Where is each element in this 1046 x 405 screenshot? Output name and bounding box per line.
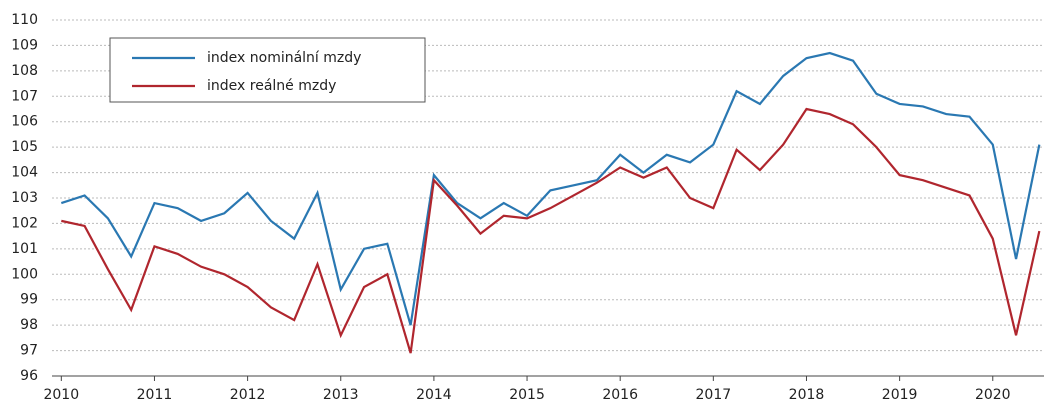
x-tick-label: 2011: [137, 387, 173, 403]
x-tick-label: 2020: [975, 387, 1011, 403]
y-tick-label: 103: [11, 190, 38, 206]
line-series: [60, 51, 1041, 326]
legend-label: index reálné mzdy: [207, 78, 336, 94]
y-tick-label: 99: [20, 292, 38, 308]
x-tick-label: 2017: [696, 387, 732, 403]
line-series: [61, 107, 1041, 354]
y-tick-label: 109: [11, 37, 38, 53]
y-tick-label: 108: [11, 63, 38, 79]
x-tick-label: 2016: [602, 387, 638, 403]
x-tick-label: 2015: [509, 387, 545, 403]
y-tick-label: 98: [20, 317, 38, 333]
y-tick-label: 96: [20, 368, 38, 384]
y-tick-label: 105: [11, 139, 38, 155]
y-tick-label: 110: [11, 12, 38, 28]
y-tick-label: 97: [20, 343, 38, 359]
y-tick-label: 102: [11, 215, 38, 231]
x-tick-label: 2018: [789, 387, 825, 403]
y-tick-label: 106: [11, 114, 38, 130]
legend-box: [109, 37, 426, 103]
x-tick-label: 2019: [882, 387, 918, 403]
y-tick-label: 101: [11, 241, 38, 257]
x-tick-label: 2014: [416, 387, 452, 403]
y-tick-label: 107: [11, 88, 38, 104]
x-tick-label: 2013: [323, 387, 359, 403]
y-tick-label: 104: [11, 165, 38, 181]
x-tick-label: 2010: [43, 387, 79, 403]
x-tick-label: 2012: [230, 387, 266, 403]
y-tick-label: 100: [11, 266, 38, 282]
legend-label: index nominální mzdy: [207, 50, 361, 66]
